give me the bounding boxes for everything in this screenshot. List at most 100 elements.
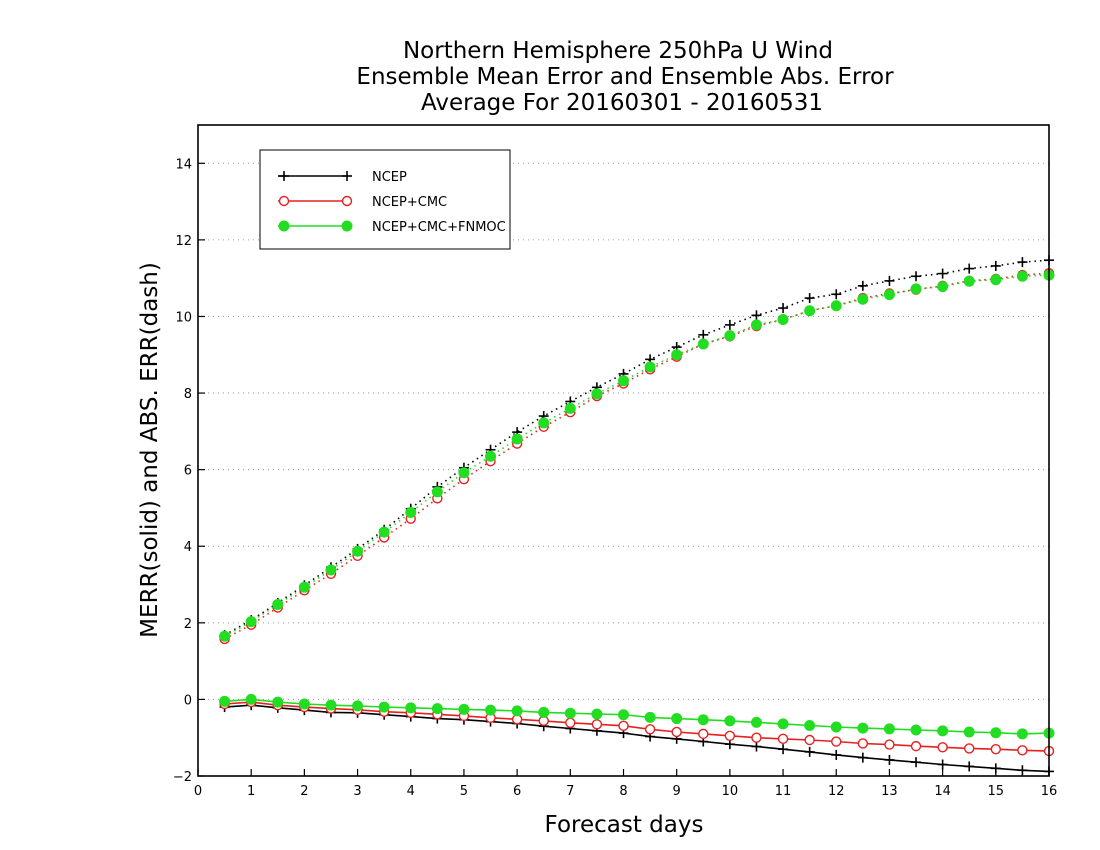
point-marker	[245, 693, 257, 705]
point-marker	[405, 702, 417, 714]
point-marker	[591, 388, 603, 400]
point-marker	[724, 730, 736, 741]
point-marker	[279, 171, 289, 181]
point-marker	[724, 715, 736, 727]
legend-label: NCEP	[372, 170, 407, 185]
point-marker	[671, 349, 683, 361]
point-marker	[538, 706, 550, 718]
point-marker	[644, 711, 656, 723]
x-tick-label: 14	[934, 784, 951, 799]
point-marker	[857, 280, 868, 291]
point-marker	[325, 699, 337, 711]
point-marker	[342, 171, 352, 181]
point-marker	[884, 754, 895, 765]
y-tick-label: 0	[184, 693, 192, 708]
point-marker	[1016, 728, 1028, 740]
series-ncep-abs-err	[219, 255, 1054, 641]
point-marker	[278, 220, 290, 232]
point-marker	[857, 722, 869, 734]
point-marker	[883, 723, 895, 735]
point-marker	[564, 707, 576, 719]
x-tick-label: 8	[619, 784, 627, 799]
point-marker	[219, 695, 231, 707]
x-tick-label: 12	[828, 784, 845, 799]
point-marker	[910, 740, 922, 752]
point-marker	[910, 724, 922, 736]
point-marker	[751, 732, 762, 743]
point-marker	[458, 467, 470, 479]
point-marker	[245, 616, 257, 628]
x-tick-label: 9	[673, 784, 681, 799]
point-marker	[751, 310, 762, 321]
series-ncep-cmc-abs-err	[219, 267, 1055, 645]
legend-label: NCEP+CMC	[372, 195, 447, 210]
point-marker	[831, 289, 842, 300]
point-marker	[644, 361, 656, 373]
point-marker	[857, 293, 869, 305]
x-tick-label: 5	[460, 784, 468, 799]
series-ncep-cmc-fnmoc-abs-err	[219, 269, 1055, 642]
point-marker	[431, 703, 443, 715]
point-marker	[830, 300, 842, 312]
point-marker	[485, 450, 497, 462]
point-marker	[963, 275, 975, 287]
point-marker	[1017, 765, 1028, 776]
point-marker	[911, 757, 922, 768]
y-axis-label: MERR(solid) and ABS. ERR(dash)	[137, 262, 163, 638]
legend-label: NCEP+CMC+FNMOC	[372, 220, 506, 235]
point-marker	[778, 303, 789, 314]
point-marker	[341, 220, 353, 232]
point-marker	[990, 743, 1002, 755]
x-tick-label: 13	[881, 784, 898, 799]
point-marker	[564, 402, 576, 414]
point-marker	[278, 195, 290, 207]
point-marker	[937, 268, 948, 279]
chart-title-line-3: Average For 20160301 - 20160531	[421, 90, 823, 116]
point-marker	[804, 746, 815, 757]
point-marker	[777, 718, 789, 730]
point-marker	[272, 696, 284, 708]
point-marker	[964, 263, 975, 274]
x-tick-label: 1	[247, 784, 255, 799]
x-tick-label: 3	[353, 784, 361, 799]
series-line	[224, 698, 1050, 735]
point-marker	[698, 728, 709, 740]
point-marker	[884, 275, 895, 286]
point-marker	[378, 701, 390, 713]
x-tick-label: 16	[1041, 784, 1058, 799]
series-layer	[219, 255, 1055, 777]
series-line	[224, 274, 1050, 637]
series-line	[224, 704, 1050, 773]
point-marker	[298, 581, 310, 593]
point-marker	[405, 507, 417, 519]
point-marker	[830, 721, 842, 733]
point-marker	[884, 739, 895, 750]
chart-title-line-2: Ensemble Mean Error and Ensemble Abs. Er…	[356, 64, 894, 90]
x-tick-label: 6	[513, 784, 521, 799]
point-marker	[857, 738, 869, 749]
point-marker	[937, 281, 949, 293]
point-marker	[591, 719, 603, 730]
point-marker	[883, 289, 895, 301]
grid	[198, 162, 1049, 777]
x-tick-label: 4	[407, 784, 415, 799]
point-marker	[341, 195, 353, 207]
point-marker	[1017, 257, 1028, 268]
series-ncep-cmc-fnmoc-merr	[219, 693, 1055, 740]
point-marker	[671, 713, 683, 725]
point-marker	[804, 734, 815, 746]
y-tick-label: 6	[184, 464, 192, 479]
point-marker	[911, 271, 922, 282]
legend-item-ncep-cmc: NCEP+CMC	[278, 195, 447, 210]
point-marker	[352, 700, 364, 712]
point-marker	[750, 716, 762, 728]
y-tick-label: 12	[175, 234, 192, 249]
point-marker	[751, 741, 762, 752]
chart-title: Northern Hemisphere 250hPa U Wind Ensemb…	[356, 38, 894, 116]
point-marker	[750, 319, 762, 331]
point-marker	[778, 744, 789, 755]
point-marker	[937, 725, 949, 737]
y-tick-label: 2	[184, 617, 192, 632]
point-marker	[937, 759, 948, 770]
